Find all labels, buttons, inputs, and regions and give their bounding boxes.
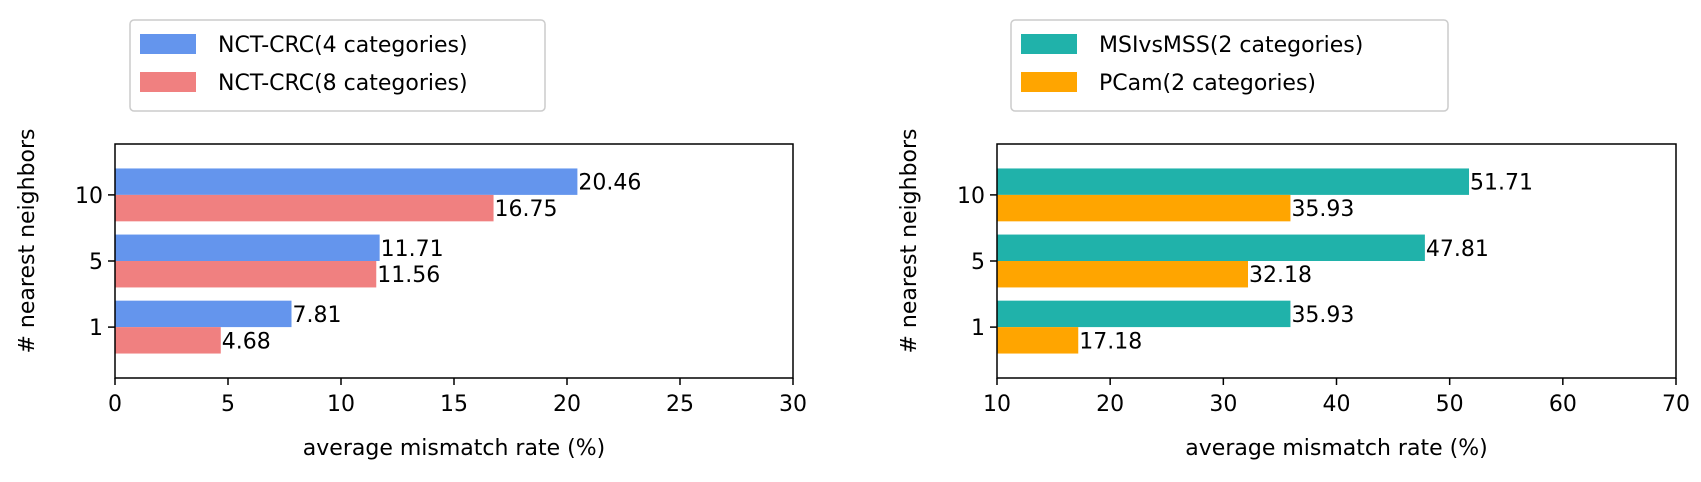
legend-entry-label: PCam(2 categories) bbox=[1099, 71, 1316, 96]
x-tick-label: 25 bbox=[666, 392, 694, 417]
legend-swatch bbox=[140, 34, 196, 54]
x-tick-label: 30 bbox=[1209, 392, 1237, 417]
data-label: 20.46 bbox=[578, 171, 641, 196]
legend-entry-label: NCT-CRC(4 categories) bbox=[218, 33, 468, 58]
x-tick-label: 10 bbox=[327, 392, 355, 417]
y-axis-label: # nearest neighbors bbox=[15, 129, 40, 354]
bar-msivsmss-2-categories--10 bbox=[997, 168, 1470, 195]
x-tick-label: 60 bbox=[1549, 392, 1577, 417]
legend-box bbox=[1010, 19, 1449, 112]
data-label: 47.81 bbox=[1426, 237, 1489, 262]
data-label: 35.93 bbox=[1291, 303, 1354, 328]
bar-nct-crc-4-categories--5 bbox=[115, 234, 380, 261]
bar-pcam-2-categories--1 bbox=[997, 327, 1079, 354]
legend-entry-label: NCT-CRC(8 categories) bbox=[218, 71, 468, 96]
bar-nct-crc-8-categories--10 bbox=[115, 194, 494, 222]
y-tick-label: 1 bbox=[89, 316, 103, 341]
data-label: 7.81 bbox=[293, 303, 342, 328]
data-label: 32.18 bbox=[1249, 263, 1312, 288]
x-tick-label: 70 bbox=[1662, 392, 1690, 417]
chart-panel-2: 35.93 47.81 51.71 17.18 32.18 35.93 10 20 30 40 50… bbox=[897, 19, 1690, 461]
legend: MSIvsMSS(2 categories) PCam(2 categories) bbox=[1010, 19, 1449, 112]
y-tick-label: 1 bbox=[971, 316, 985, 341]
x-tick-label: 30 bbox=[779, 392, 807, 417]
bar-msivsmss-2-categories--1 bbox=[997, 300, 1291, 328]
bar-nct-crc-8-categories--5 bbox=[115, 261, 377, 288]
x-axis-label: average mismatch rate (%) bbox=[303, 436, 605, 461]
data-label: 16.75 bbox=[495, 197, 558, 222]
legend-entry-label: MSIvsMSS(2 categories) bbox=[1099, 33, 1363, 58]
legend-swatch bbox=[1021, 34, 1077, 54]
legend-box bbox=[129, 19, 546, 112]
x-tick-label: 40 bbox=[1323, 392, 1351, 417]
x-tick-label: 0 bbox=[108, 392, 122, 417]
data-label: 35.93 bbox=[1291, 197, 1354, 222]
bar-nct-crc-4-categories--10 bbox=[115, 168, 578, 195]
bar-pcam-2-categories--10 bbox=[997, 194, 1291, 222]
bar-nct-crc-4-categories--1 bbox=[115, 300, 292, 328]
legend: NCT-CRC(4 categories) NCT-CRC(8 categorie… bbox=[129, 19, 546, 112]
x-tick-label: 20 bbox=[553, 392, 581, 417]
x-tick-label: 10 bbox=[983, 392, 1011, 417]
y-tick-label: 10 bbox=[75, 184, 103, 209]
x-axis-label: average mismatch rate (%) bbox=[1185, 436, 1487, 461]
bar-nct-crc-8-categories--1 bbox=[115, 327, 221, 354]
data-label: 4.68 bbox=[222, 329, 271, 354]
data-label: 11.71 bbox=[381, 237, 444, 262]
x-tick-label: 50 bbox=[1436, 392, 1464, 417]
data-label: 11.56 bbox=[377, 263, 440, 288]
legend-swatch bbox=[140, 72, 196, 92]
y-tick-label: 5 bbox=[89, 250, 103, 275]
data-label: 17.18 bbox=[1079, 329, 1142, 354]
x-tick-label: 20 bbox=[1096, 392, 1124, 417]
legend-swatch bbox=[1021, 72, 1077, 92]
data-label: 51.71 bbox=[1470, 171, 1533, 196]
bar-msivsmss-2-categories--5 bbox=[997, 234, 1425, 261]
y-axis-label: # nearest neighbors bbox=[897, 129, 922, 354]
y-tick-label: 5 bbox=[971, 250, 985, 275]
x-tick-label: 5 bbox=[221, 392, 235, 417]
x-tick-label: 15 bbox=[440, 392, 468, 417]
bar-pcam-2-categories--5 bbox=[997, 261, 1249, 288]
y-tick-label: 10 bbox=[957, 184, 985, 209]
